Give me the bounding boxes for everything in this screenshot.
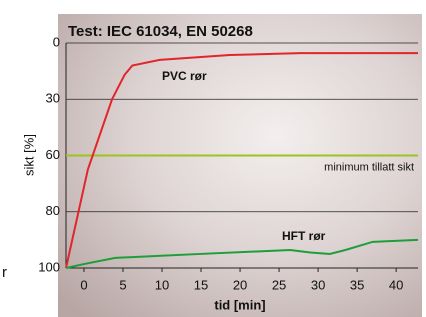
x-tick-label: 20 — [233, 277, 247, 292]
x-tick-label: 40 — [389, 277, 403, 292]
x-tick-label: 0 — [80, 277, 87, 292]
y-tick-label: 30 — [46, 91, 60, 106]
y-tick-label: 0 — [53, 34, 60, 49]
x-axis-title: tid [min] — [214, 297, 265, 312]
x-tick-label: 10 — [155, 277, 169, 292]
y-tick-label: 100 — [38, 259, 60, 274]
y-tick-label: 60 — [46, 147, 60, 162]
x-tick-label: 35 — [350, 277, 364, 292]
series-label: HFT rør — [282, 229, 326, 243]
x-tick-label: 30 — [311, 277, 325, 292]
cropped-text: r — [2, 264, 7, 281]
y-tick-label: 80 — [46, 203, 60, 218]
y-axis-title: sikt [%] — [21, 134, 36, 176]
threshold-label: minimum tillatt sikt — [324, 161, 414, 173]
series-label: PVC rør — [162, 69, 207, 83]
x-tick-label: 25 — [272, 277, 286, 292]
x-tick-label: 15 — [194, 277, 208, 292]
chart-title: Test: IEC 61034, EN 50268 — [68, 23, 253, 40]
chart: Test: IEC 61034, EN 50268 tid [min] sikt… — [0, 0, 426, 317]
x-tick-label: 5 — [119, 277, 126, 292]
